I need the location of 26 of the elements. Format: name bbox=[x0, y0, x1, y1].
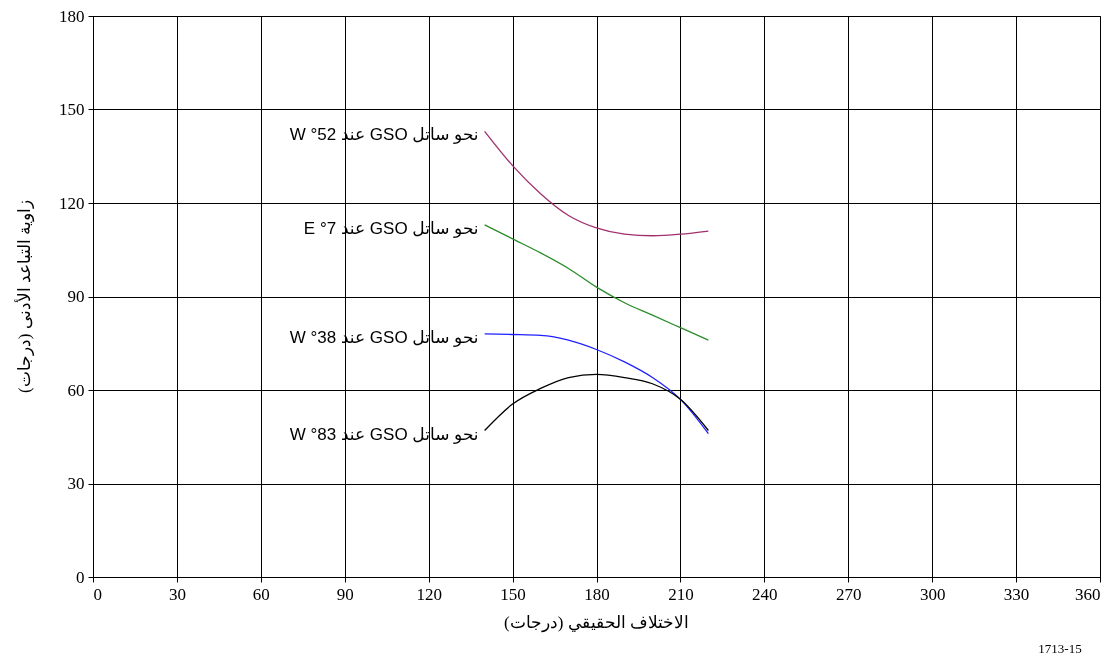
y-tick-label: 120 bbox=[59, 193, 85, 213]
x-tick-label: 150 bbox=[500, 584, 526, 604]
x-tick-label: 270 bbox=[836, 584, 862, 604]
y-tick-label: 90 bbox=[67, 287, 85, 306]
y-tick-label: 0 bbox=[76, 567, 85, 587]
x-tick-label: 210 bbox=[668, 584, 694, 604]
y-tick-label: 180 bbox=[59, 6, 85, 26]
text: 1713-15 bbox=[1038, 641, 1082, 656]
x-tick-label: 360 bbox=[1075, 584, 1101, 604]
x-axis-title: الاختلاف الحقيقي (درجات) bbox=[504, 613, 689, 633]
x-tick-label: 90 bbox=[336, 584, 354, 604]
x-tick-label: 300 bbox=[919, 584, 946, 604]
y-axis-title: زاوية التباعد الأدنى (درجات) bbox=[14, 199, 35, 394]
x-tick-label: 60 bbox=[252, 584, 270, 604]
x-tick-label: 120 bbox=[416, 584, 442, 604]
y-tick-label: 60 bbox=[67, 380, 85, 400]
x-tick-label: 0 bbox=[93, 584, 102, 604]
line-series bbox=[483, 224, 710, 341]
y-tick-label: 150 bbox=[59, 100, 85, 119]
line-series bbox=[483, 333, 710, 435]
line-series bbox=[483, 130, 710, 237]
x-tick-label: 180 bbox=[584, 584, 610, 604]
y-tick-label: 30 bbox=[67, 474, 85, 493]
x-tick-label: 330 bbox=[1003, 584, 1030, 604]
x-tick-label: 240 bbox=[752, 584, 778, 604]
x-tick-label: 30 bbox=[168, 584, 186, 604]
